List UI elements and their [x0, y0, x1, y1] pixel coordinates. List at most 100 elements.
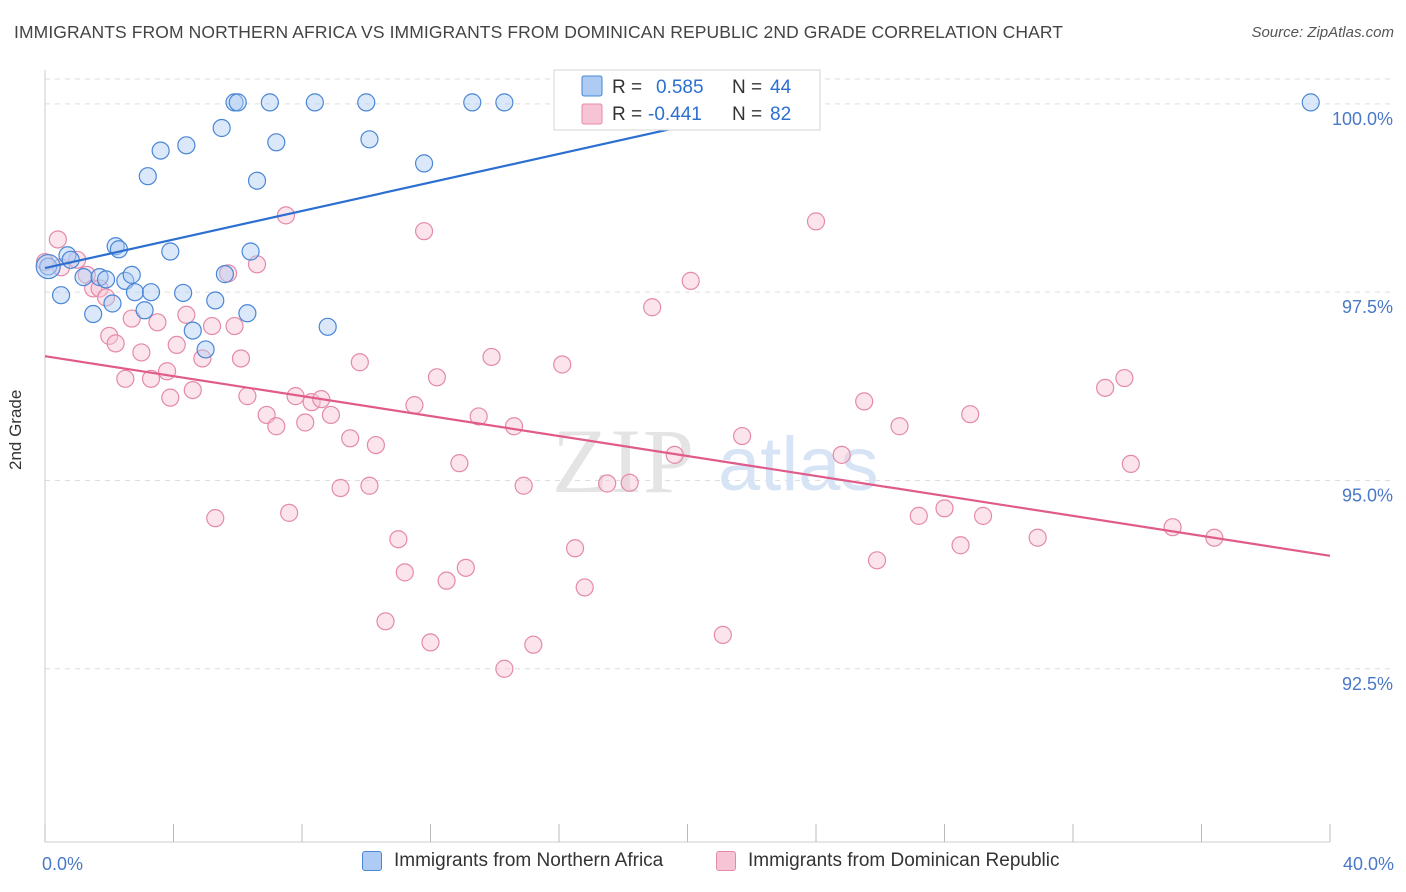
- trend-line-northern-africa: [44, 102, 785, 270]
- point-dominican-republic: [427, 368, 447, 387]
- point-dominican-republic: [100, 326, 119, 345]
- point-dominican-republic: [832, 445, 851, 464]
- point-northern-africa: [196, 340, 215, 359]
- watermark-zip: ZIP: [552, 410, 696, 512]
- point-dominican-republic: [456, 558, 475, 577]
- point-northern-africa: [206, 291, 225, 310]
- stats-n-label-blue: N =: [732, 77, 762, 98]
- point-northern-africa: [84, 304, 103, 324]
- legend-swatch-pink: [716, 851, 736, 871]
- point-dominican-republic: [225, 316, 244, 336]
- point-dominican-republic: [395, 563, 414, 582]
- point-dominican-republic: [1121, 454, 1140, 474]
- stats-swatch-blue: [581, 75, 603, 97]
- grid-lines: [45, 78, 1392, 670]
- point-dominican-republic: [935, 499, 954, 518]
- point-northern-africa: [1301, 93, 1320, 112]
- point-dominican-republic: [350, 353, 369, 372]
- stats-box: R = 0.585 N = 44 R = -0.441 N = 82: [553, 69, 821, 131]
- stats-n-label-pink: N =: [732, 104, 762, 125]
- point-dominican-republic: [951, 536, 970, 555]
- point-northern-africa: [267, 133, 286, 152]
- point-dominican-republic: [514, 476, 533, 495]
- point-northern-africa: [247, 171, 267, 190]
- point-dominican-republic: [238, 387, 257, 406]
- series-dominican-republic: [35, 206, 1224, 678]
- point-dominican-republic: [296, 413, 315, 432]
- point-northern-africa: [135, 301, 154, 320]
- trend-line-dominican-republic: [44, 355, 1331, 557]
- point-dominican-republic: [389, 530, 408, 549]
- point-dominican-republic: [206, 509, 225, 528]
- point-dominican-republic: [177, 305, 196, 324]
- point-northern-africa: [74, 268, 93, 287]
- point-dominican-republic: [106, 334, 125, 353]
- trend-lines: [44, 102, 1331, 557]
- point-dominican-republic: [524, 635, 543, 654]
- stats-n-value-pink: 82: [770, 104, 791, 125]
- point-northern-africa: [96, 270, 116, 289]
- point-northern-africa: [151, 141, 170, 160]
- point-dominican-republic: [183, 380, 202, 400]
- point-dominican-republic: [890, 417, 909, 436]
- point-northern-africa: [414, 154, 434, 173]
- point-dominican-republic: [1028, 528, 1047, 547]
- point-northern-africa: [125, 283, 145, 302]
- x-tick-label-max: 40.0%: [1343, 854, 1394, 874]
- point-northern-africa: [61, 250, 80, 269]
- chart-title: IMMIGRANTS FROM NORTHERN AFRICA VS IMMIG…: [14, 22, 1064, 42]
- point-northern-africa: [238, 304, 257, 323]
- legend-item-northern-africa[interactable]: Immigrants from Northern Africa: [362, 850, 663, 872]
- source-label: Source: ZipAtlas.com: [1251, 24, 1394, 41]
- point-northern-africa: [103, 294, 122, 313]
- point-dominican-republic: [806, 212, 826, 231]
- point-northern-africa: [260, 93, 279, 112]
- y-tick-label: 100.0%: [1332, 109, 1393, 129]
- point-dominican-republic: [973, 506, 993, 525]
- point-dominican-republic: [713, 625, 732, 644]
- y-tick-label: 97.5%: [1342, 297, 1393, 317]
- point-dominican-republic: [733, 426, 752, 446]
- point-dominican-republic: [360, 476, 379, 495]
- point-dominican-republic: [482, 347, 501, 367]
- point-dominican-republic: [450, 454, 469, 473]
- stats-n-value-blue: 44: [770, 77, 792, 98]
- y-tick-label: 95.0%: [1342, 485, 1393, 505]
- point-dominican-republic: [565, 539, 585, 558]
- point-dominican-republic: [48, 230, 67, 249]
- point-northern-africa: [174, 283, 193, 303]
- y-tick-label: 92.5%: [1342, 674, 1393, 694]
- point-northern-africa: [177, 136, 196, 155]
- legend: Immigrants from Northern Africa Immigran…: [0, 850, 1406, 880]
- stats-r-label-blue: R =: [612, 77, 642, 98]
- point-dominican-republic: [202, 316, 222, 336]
- point-northern-africa: [215, 265, 234, 284]
- stats-r-value-pink: -0.441: [648, 104, 702, 125]
- point-dominican-republic: [961, 405, 980, 424]
- point-northern-africa: [360, 130, 379, 149]
- point-dominican-republic: [341, 429, 360, 448]
- point-northern-africa: [463, 93, 482, 112]
- point-northern-africa: [357, 93, 376, 112]
- x-tick-label-min: 0.0%: [42, 854, 83, 874]
- point-dominican-republic: [141, 369, 161, 388]
- point-dominican-republic: [122, 309, 141, 328]
- point-dominican-republic: [231, 349, 251, 368]
- point-dominican-republic: [681, 271, 700, 290]
- point-northern-africa: [141, 283, 161, 302]
- point-dominican-republic: [157, 362, 177, 381]
- point-dominican-republic: [575, 578, 594, 597]
- point-dominican-republic: [553, 355, 572, 374]
- legend-item-dominican-republic[interactable]: Immigrants from Dominican Republic: [716, 850, 1060, 872]
- point-dominican-republic: [414, 222, 434, 241]
- point-dominican-republic: [421, 633, 440, 652]
- point-dominican-republic: [321, 405, 341, 425]
- point-northern-africa: [228, 93, 247, 112]
- point-dominican-republic: [1115, 368, 1134, 388]
- stats-r-label-pink: R =: [612, 104, 642, 125]
- point-dominican-republic: [167, 335, 186, 355]
- point-dominican-republic: [598, 474, 617, 493]
- point-northern-africa: [161, 242, 180, 261]
- point-northern-africa: [51, 286, 71, 305]
- axes: 92.5% 95.0% 97.5% 100.0% 0.0% 40.0%: [42, 70, 1394, 874]
